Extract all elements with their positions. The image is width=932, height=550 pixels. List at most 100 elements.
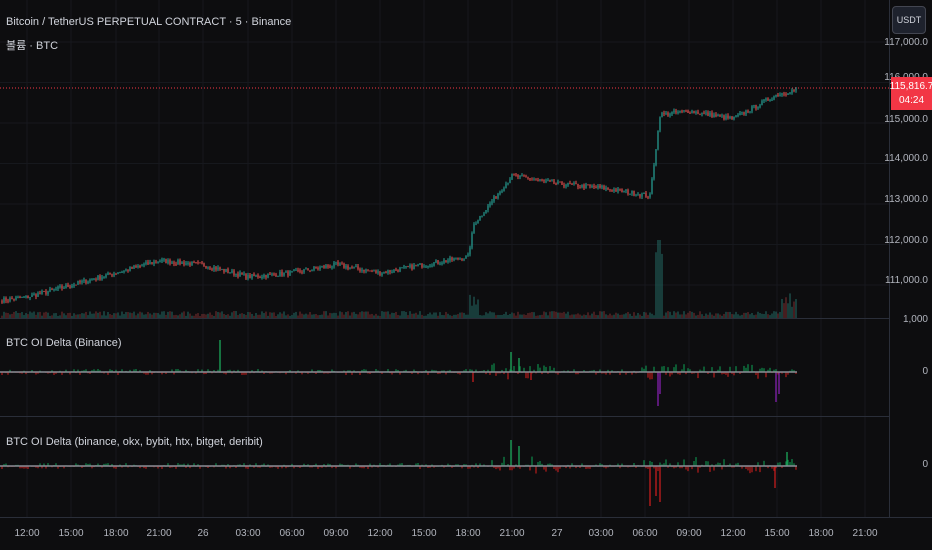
candle-body	[365, 269, 367, 272]
oi-delta-bar	[557, 466, 559, 473]
candle-body	[109, 272, 111, 275]
candle-body	[273, 273, 275, 275]
oi-delta-bar	[791, 459, 793, 466]
oi-delta-bar	[793, 463, 795, 466]
oi-delta-bar	[595, 372, 597, 375]
candle-body	[747, 110, 749, 113]
oi-delta-bar	[513, 466, 515, 469]
oi-delta-bar	[217, 369, 219, 372]
oi-delta-bar	[175, 369, 177, 372]
candle-body	[739, 113, 741, 116]
volume-bar	[75, 314, 77, 318]
candle-body	[555, 183, 557, 185]
oi-delta-bar	[721, 466, 723, 470]
candle-body	[559, 181, 561, 183]
volume-bar	[197, 313, 199, 318]
oi-delta-bar	[255, 463, 257, 466]
candle-body	[567, 182, 569, 186]
oi-delta-bar	[295, 372, 297, 374]
oi-delta-bar	[213, 370, 215, 372]
oi-delta-binance-histogram[interactable]	[0, 319, 890, 416]
pane-divider[interactable]	[0, 416, 932, 417]
candle-body	[307, 268, 309, 271]
oi-delta-bar	[55, 463, 57, 466]
volume-bar	[279, 312, 281, 318]
volume-bar	[663, 315, 665, 318]
oi-delta-bar	[75, 463, 77, 466]
oi-delta-bar	[195, 372, 197, 374]
oi-delta-bar	[91, 370, 93, 372]
oi-delta-bar	[735, 366, 737, 372]
time-label: 15:00	[764, 528, 790, 539]
candle-body	[19, 297, 21, 299]
oi-delta-bar	[401, 463, 403, 466]
candle-body	[753, 105, 755, 107]
oi-delta-bar	[510, 352, 512, 372]
oi-delta-bar	[663, 463, 665, 466]
volume-bar	[271, 312, 273, 318]
volume-bar	[659, 240, 661, 318]
oi-delta-bar	[203, 372, 205, 375]
oi-delta-bar	[789, 461, 791, 466]
oi-delta-bar	[181, 464, 183, 466]
oi-delta-bar	[647, 372, 649, 378]
price-axis[interactable]: USDT 117,000.0 116,000.0 115,000.0 114,0…	[884, 0, 932, 517]
candle-body	[137, 265, 139, 267]
oi-delta-bar	[439, 372, 441, 374]
volume-bar	[563, 311, 565, 318]
volume-bar	[417, 314, 419, 318]
volume-bar	[761, 313, 763, 318]
volume-bar	[403, 311, 405, 318]
oi-zero-label: 0	[922, 459, 928, 470]
volume-bar	[511, 312, 513, 318]
oi-delta-bar	[483, 369, 485, 372]
volume-bar	[667, 311, 669, 318]
oi-delta-bar	[417, 372, 419, 375]
candle-body	[401, 267, 403, 269]
volume-bar	[377, 315, 379, 318]
candle-body	[495, 196, 497, 199]
oi-delta-bar	[359, 372, 361, 375]
oi-delta-bar	[397, 464, 399, 466]
volume-bar	[355, 313, 357, 318]
oi-delta-bar	[739, 372, 741, 374]
volume-bar	[155, 312, 157, 318]
time-axis[interactable]: 12:00 15:00 18:00 21:00 26 03:00 06:00 09:00 12:…	[0, 517, 932, 550]
volume-bar	[675, 312, 677, 318]
candle-body	[271, 273, 273, 275]
volume-bar	[743, 312, 745, 318]
volume-bar	[793, 301, 795, 318]
oi-delta-bar	[527, 372, 529, 379]
volume-bar	[483, 315, 485, 318]
volume-bar	[317, 315, 319, 318]
oi-delta-binance-pane[interactable]: BTC OI Delta (Binance)	[0, 319, 890, 416]
oi-delta-bar	[21, 466, 23, 469]
volume-bar	[397, 314, 399, 318]
volume-bar	[237, 315, 239, 318]
oi-delta-bar	[787, 372, 789, 375]
oi-delta-bar	[747, 466, 749, 471]
oi-delta-aggregate-pane[interactable]: BTC OI Delta (binance, okx, bybit, htx, …	[0, 417, 890, 517]
volume-bar	[199, 315, 201, 318]
candle-body	[59, 286, 61, 288]
candle-body	[447, 260, 449, 262]
oi-delta-bar	[451, 466, 453, 468]
candle-body	[339, 263, 341, 265]
pane-divider[interactable]	[0, 318, 932, 319]
oi-delta-bar	[509, 466, 511, 471]
candle-body	[155, 261, 157, 263]
candle-body	[795, 88, 797, 91]
volume-bar	[39, 311, 41, 318]
price-chart-pane[interactable]: Bitcoin / TetherUS PERPETUAL CONTRACT · …	[0, 0, 890, 318]
time-label: 18:00	[103, 528, 129, 539]
candle-body	[111, 274, 113, 276]
candle-body	[1, 301, 3, 303]
volume-bar	[301, 313, 303, 318]
currency-button[interactable]: USDT	[892, 6, 926, 34]
candle-body	[185, 263, 187, 265]
oi-delta-bar	[649, 466, 651, 506]
oi-delta-bar	[518, 358, 520, 372]
candlestick-chart[interactable]	[0, 0, 890, 318]
oi-delta-bar	[235, 466, 237, 468]
oi-delta-aggregate-histogram[interactable]	[0, 417, 890, 517]
